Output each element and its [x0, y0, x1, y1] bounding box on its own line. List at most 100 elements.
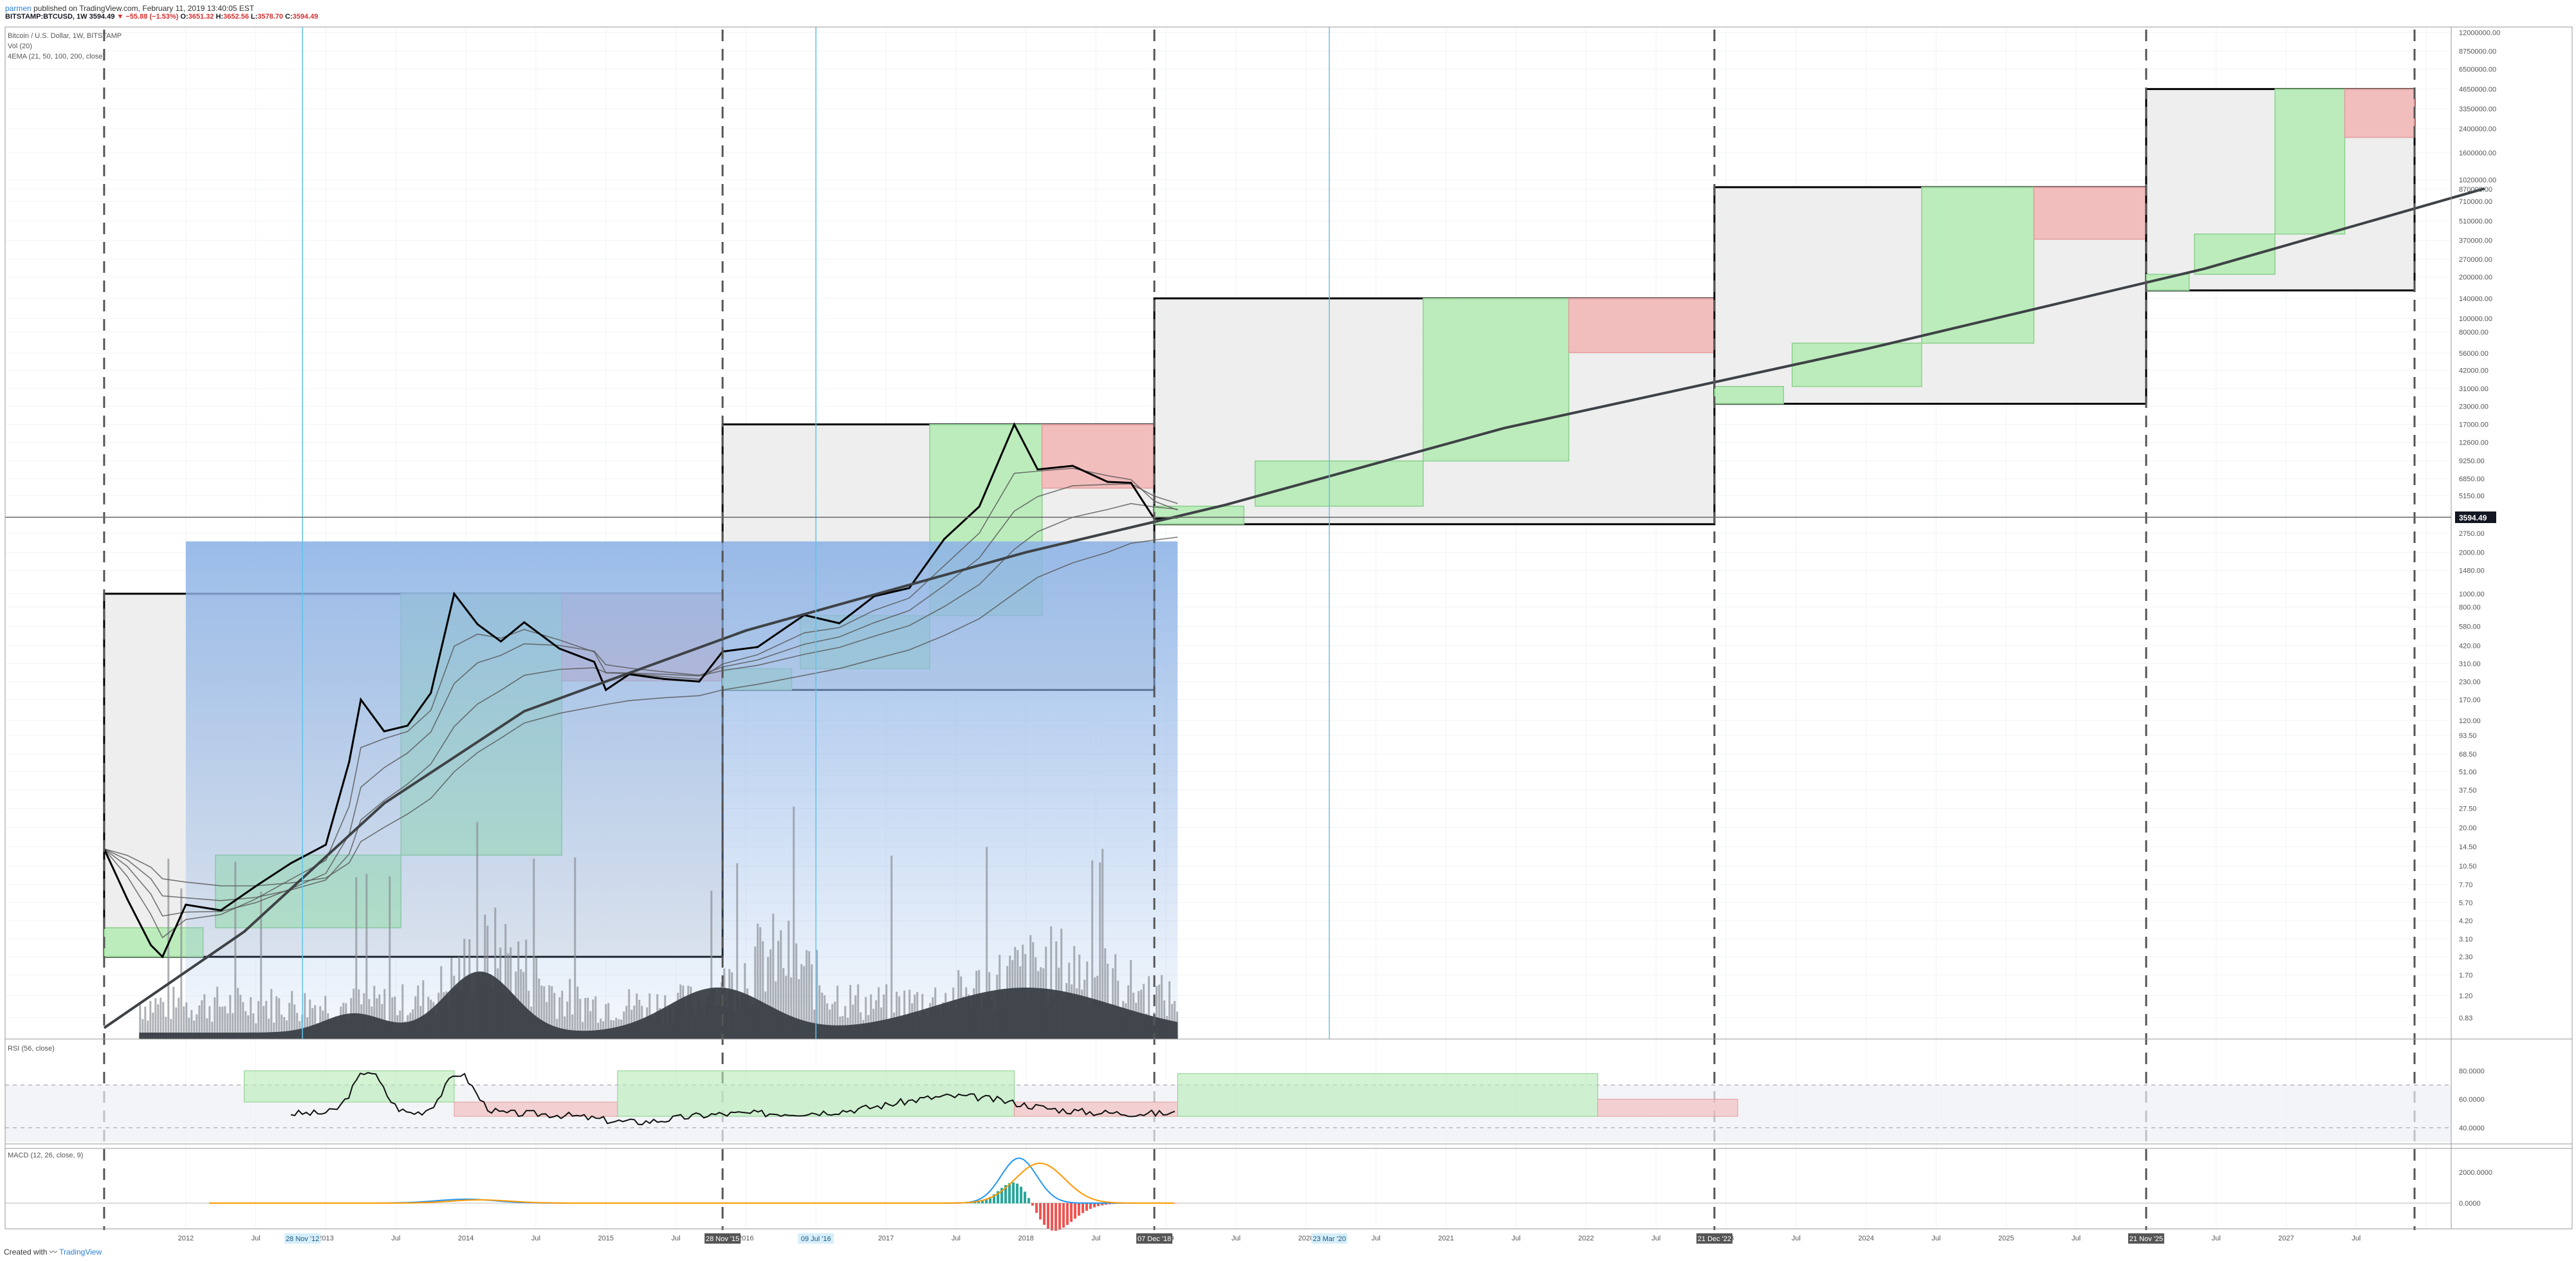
change-arrow-icon: ▼	[116, 13, 124, 21]
volume-bar	[1158, 984, 1161, 1039]
time-axis-label: 2021	[1438, 1235, 1453, 1242]
macd-pane	[5, 1157, 2451, 1231]
price-axis-label: 2750.00	[2459, 530, 2485, 538]
high-label: H:	[216, 13, 224, 21]
price-axis-label: 5150.00	[2459, 493, 2485, 501]
volume-bar	[378, 994, 381, 1039]
volume-bar	[365, 874, 368, 1039]
volume-bar	[535, 957, 538, 1039]
volume-bar	[237, 988, 239, 1039]
volume-bar	[798, 979, 800, 1039]
macd-histogram-bar	[985, 1199, 988, 1204]
time-marker-badge	[1696, 1233, 1733, 1244]
volume-bar	[309, 999, 311, 1039]
volume-bar	[566, 1001, 569, 1039]
macd-line	[209, 1157, 1175, 1204]
author-link[interactable]: parmen	[5, 4, 32, 13]
price-axis-label: 120.00	[2459, 717, 2481, 725]
price-point	[161, 955, 164, 958]
macd-signal-line	[209, 1163, 1175, 1204]
time-axis-label: Jul	[2072, 1235, 2081, 1242]
volume-bar	[777, 941, 780, 1039]
volume-bar	[144, 1006, 147, 1039]
volume-bar	[1173, 1000, 1176, 1039]
time-marker-badge	[284, 1233, 321, 1244]
price-axis-label: 420.00	[2459, 642, 2481, 650]
volume-legend[interactable]: Vol (20)	[8, 42, 32, 50]
macd-histogram-bar	[1035, 1203, 1038, 1213]
volume-bar	[579, 999, 582, 1039]
footer-brand[interactable]: TradingView	[59, 1247, 102, 1256]
volume-bar	[229, 995, 232, 1039]
volume-bar	[401, 984, 404, 1039]
volume-bar	[790, 977, 793, 1039]
volume-bar	[564, 1016, 566, 1039]
volume-bar	[525, 939, 528, 1039]
volume-bar	[589, 1011, 592, 1039]
symbol-label[interactable]: BITSTAMP:BTCUSD, 1W	[5, 13, 87, 21]
rsi-legend[interactable]: RSI (56, close)	[8, 1045, 55, 1053]
ema-line	[104, 467, 1178, 939]
volume-bar	[826, 1003, 829, 1039]
price-axis-label: 1.20	[2459, 993, 2472, 1000]
volume-ma-area	[139, 971, 1178, 1039]
volume-bar	[800, 964, 803, 1039]
time-axis-label: 2015	[598, 1235, 614, 1242]
volume-bar	[878, 987, 880, 1039]
volume-bar	[232, 1013, 234, 1039]
volume-bar	[389, 876, 391, 1039]
price-axis[interactable]: 12000000.00 8750000.00 6500000.00 4650000.0…	[2455, 29, 2500, 1208]
price-axis-label: 56000.00	[2459, 350, 2489, 358]
volume-bar	[257, 1000, 260, 1039]
price-point	[1036, 468, 1039, 471]
volume-bar	[569, 979, 571, 1039]
volume-bar	[865, 997, 867, 1039]
price-point	[453, 593, 455, 595]
price-point	[523, 621, 526, 623]
volume-bar	[160, 997, 162, 1039]
volume-bar	[885, 984, 888, 1039]
volume-bar	[242, 1002, 244, 1039]
green-zone-box	[1921, 187, 2035, 344]
volume-bar	[594, 996, 597, 1039]
volume-bar	[214, 997, 216, 1039]
volume-bar	[417, 985, 419, 1039]
macd-histogram-bar	[1031, 1203, 1035, 1206]
price-point	[558, 647, 560, 650]
price-point	[324, 843, 327, 846]
macd-histogram-bar	[1093, 1203, 1096, 1208]
volume-bar	[314, 1005, 317, 1039]
volume-bar	[1050, 926, 1053, 1039]
macd-legend[interactable]: MACD (12, 26, close, 9)	[8, 1152, 84, 1159]
time-marker-label: 07 Dec '18	[1137, 1235, 1171, 1243]
volume-bar	[178, 997, 180, 1039]
rsi-pane	[5, 1070, 2451, 1142]
volume-bar	[154, 998, 157, 1039]
volume-bar	[890, 855, 893, 1039]
volume-bar	[208, 1006, 211, 1039]
green-zone-box	[2274, 88, 2346, 235]
volume-bar	[844, 1006, 847, 1039]
volume-bar	[849, 984, 852, 1039]
main-series-legend[interactable]: Bitcoin / U.S. Dollar, 1W, BITSTAMP	[8, 32, 122, 40]
price-axis-label: 5.70	[2459, 899, 2472, 907]
price-point	[383, 730, 385, 733]
price-axis-label: 270000.00	[2459, 256, 2492, 264]
volume-bar	[167, 858, 170, 1039]
time-axis-label: 2020	[1298, 1235, 1314, 1242]
volume-histogram	[139, 806, 1179, 1039]
volume-bar	[582, 1022, 584, 1039]
volume-bar	[636, 993, 638, 1039]
time-axis-label: 2025	[1998, 1235, 2014, 1242]
price-axis-label: 12000000.00	[2459, 29, 2500, 37]
volume-bar	[180, 888, 183, 1039]
time-axis[interactable]: 2012 Jul 2013 Jul 2014 Jul 2015 Jul 2016 Jul 2017 J…	[178, 1233, 2361, 1244]
volume-bar	[304, 993, 306, 1039]
ema-legend[interactable]: 4EMA (21, 50, 100, 200, close)	[8, 53, 106, 60]
volume-bar	[383, 989, 386, 1039]
volume-bar	[1101, 849, 1104, 1039]
cycle-vertical-lines	[5, 27, 2451, 1230]
volume-bar	[1130, 960, 1132, 1039]
volume-bar	[831, 1004, 834, 1039]
